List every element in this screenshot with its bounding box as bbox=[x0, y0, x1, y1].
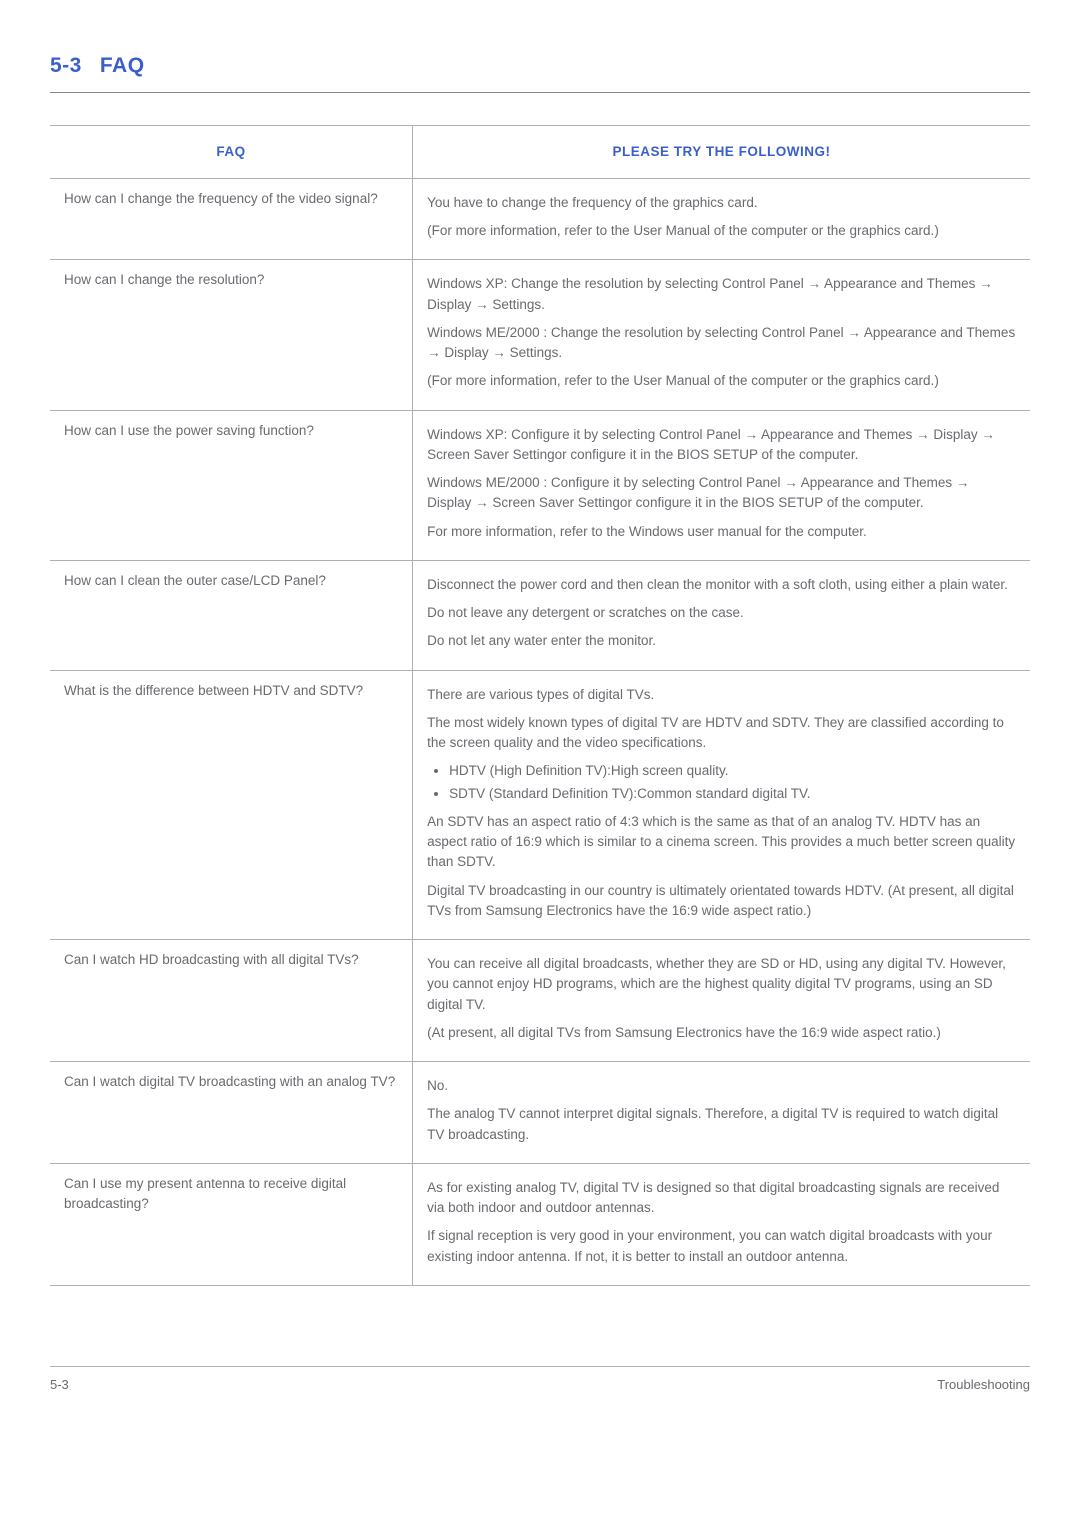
table-row: How can I clean the outer case/LCD Panel… bbox=[50, 560, 1030, 670]
answer-paragraph: The analog TV cannot interpret digital s… bbox=[427, 1104, 1016, 1145]
faq-table: FAQ PLEASE TRY THE FOLLOWING! How can I … bbox=[50, 125, 1030, 1286]
answer-paragraph: Disconnect the power cord and then clean… bbox=[427, 575, 1016, 595]
faq-answer: You have to change the frequency of the … bbox=[413, 178, 1030, 260]
answer-paragraph: (At present, all digital TVs from Samsun… bbox=[427, 1023, 1016, 1043]
faq-answer: As for existing analog TV, digital TV is… bbox=[413, 1163, 1030, 1285]
answer-paragraph: Windows XP: Change the resolution by sel… bbox=[427, 274, 1016, 315]
footer-right: Troubleshooting bbox=[937, 1375, 1030, 1395]
faq-question: How can I clean the outer case/LCD Panel… bbox=[50, 560, 413, 670]
column-header-faq: FAQ bbox=[50, 125, 413, 178]
table-row: Can I use my present antenna to receive … bbox=[50, 1163, 1030, 1285]
answer-paragraph: You have to change the frequency of the … bbox=[427, 193, 1016, 213]
answer-paragraph: (For more information, refer to the User… bbox=[427, 221, 1016, 241]
table-row: What is the difference between HDTV and … bbox=[50, 670, 1030, 940]
section-header: 5-3 FAQ bbox=[50, 50, 1030, 93]
answer-paragraph: There are various types of digital TVs. bbox=[427, 685, 1016, 705]
page-footer: 5-3 Troubleshooting bbox=[50, 1366, 1030, 1395]
answer-paragraph: Windows XP: Configure it by selecting Co… bbox=[427, 425, 1016, 466]
faq-question: How can I change the frequency of the vi… bbox=[50, 178, 413, 260]
faq-question: How can I change the resolution? bbox=[50, 260, 413, 410]
answer-paragraph: Windows ME/2000 : Configure it by select… bbox=[427, 473, 1016, 514]
answer-paragraph: The most widely known types of digital T… bbox=[427, 713, 1016, 754]
answer-list: HDTV (High Definition TV):High screen qu… bbox=[427, 761, 1016, 804]
faq-answer: No. The analog TV cannot interpret digit… bbox=[413, 1062, 1030, 1164]
column-header-try: PLEASE TRY THE FOLLOWING! bbox=[413, 125, 1030, 178]
section-number: 5-3 bbox=[50, 54, 82, 77]
faq-question: Can I watch HD broadcasting with all dig… bbox=[50, 940, 413, 1062]
list-item: HDTV (High Definition TV):High screen qu… bbox=[449, 761, 1016, 781]
answer-paragraph: As for existing analog TV, digital TV is… bbox=[427, 1178, 1016, 1219]
faq-question: Can I watch digital TV broadcasting with… bbox=[50, 1062, 413, 1164]
answer-paragraph: An SDTV has an aspect ratio of 4:3 which… bbox=[427, 812, 1016, 873]
answer-paragraph: Windows ME/2000 : Change the resolution … bbox=[427, 323, 1016, 364]
faq-question: What is the difference between HDTV and … bbox=[50, 670, 413, 940]
faq-question: Can I use my present antenna to receive … bbox=[50, 1163, 413, 1285]
footer-left: 5-3 bbox=[50, 1375, 69, 1395]
faq-answer: Disconnect the power cord and then clean… bbox=[413, 560, 1030, 670]
table-row: Can I watch HD broadcasting with all dig… bbox=[50, 940, 1030, 1062]
section-title: FAQ bbox=[100, 54, 145, 77]
answer-paragraph: If signal reception is very good in your… bbox=[427, 1226, 1016, 1267]
table-row: How can I change the resolution? Windows… bbox=[50, 260, 1030, 410]
answer-paragraph: You can receive all digital broadcasts, … bbox=[427, 954, 1016, 1015]
answer-paragraph: Do not leave any detergent or scratches … bbox=[427, 603, 1016, 623]
table-row: How can I use the power saving function?… bbox=[50, 410, 1030, 560]
list-item: SDTV (Standard Definition TV):Common sta… bbox=[449, 784, 1016, 804]
faq-answer: You can receive all digital broadcasts, … bbox=[413, 940, 1030, 1062]
answer-paragraph: Digital TV broadcasting in our country i… bbox=[427, 881, 1016, 922]
answer-paragraph: For more information, refer to the Windo… bbox=[427, 522, 1016, 542]
answer-paragraph: (For more information, refer to the User… bbox=[427, 371, 1016, 391]
faq-answer: Windows XP: Change the resolution by sel… bbox=[413, 260, 1030, 410]
answer-paragraph: Do not let any water enter the monitor. bbox=[427, 631, 1016, 651]
answer-paragraph: No. bbox=[427, 1076, 1016, 1096]
table-row: How can I change the frequency of the vi… bbox=[50, 178, 1030, 260]
faq-answer: There are various types of digital TVs. … bbox=[413, 670, 1030, 940]
faq-answer: Windows XP: Configure it by selecting Co… bbox=[413, 410, 1030, 560]
table-row: Can I watch digital TV broadcasting with… bbox=[50, 1062, 1030, 1164]
faq-question: How can I use the power saving function? bbox=[50, 410, 413, 560]
